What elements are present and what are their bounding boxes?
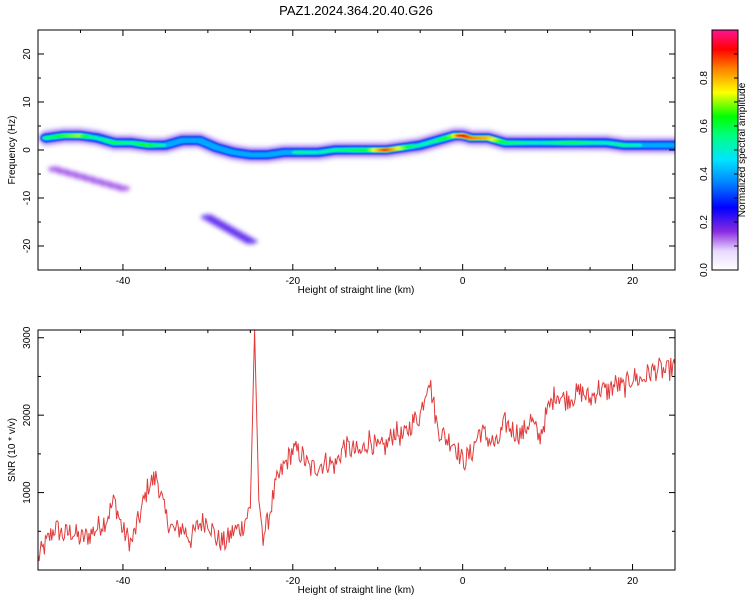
secondary-patch-0	[115, 185, 130, 192]
y-tick-label: 0	[22, 147, 33, 153]
colorbar-label: Normalized spectral amplitude	[737, 82, 748, 217]
colorbar-tick-label: 0.4	[699, 167, 710, 181]
x-tick-label: -20	[286, 276, 301, 287]
x-tick-label: -40	[116, 276, 131, 287]
y-tick-label: 10	[22, 96, 33, 108]
ridge-band	[670, 142, 675, 148]
figure-title: PAZ1.2024.364.20.40.G26	[279, 3, 433, 18]
y-tick-label: -20	[22, 238, 33, 253]
colorbar-gradient	[711, 29, 739, 271]
ridge-core	[40, 131, 675, 159]
snr-background	[38, 330, 675, 570]
colorbar-tick-label: 0.8	[699, 71, 710, 85]
x-tick-label: 0	[460, 576, 466, 587]
snr-panel: -40 -20 0 20 1000 2000 3000 Height of straigh…	[7, 326, 676, 596]
spectrogram-heatmap	[38, 126, 675, 245]
snr-x-label: Height of straight line (km)	[298, 585, 415, 596]
x-tick-label: -20	[286, 576, 301, 587]
y-tick-label: 20	[22, 48, 33, 60]
snr-y-ticks: 1000 2000 3000	[22, 326, 675, 532]
colorbar-tick-label: 0.6	[699, 119, 710, 133]
snr-series-line	[38, 330, 675, 562]
colorbar-ticks: 0.0 0.2 0.4 0.6 0.8	[699, 29, 738, 277]
y-tick-label: -10	[22, 190, 33, 205]
spectrogram-x-label: Height of straight line (km)	[298, 285, 415, 296]
ridge-peak	[634, 143, 643, 147]
colorbar: 0.0 0.2 0.4 0.6 0.8 Normalized spectral ampl…	[699, 29, 748, 277]
colorbar-tick-label: 0.2	[699, 215, 710, 229]
x-tick-label: 20	[627, 276, 639, 287]
x-tick-label: -40	[116, 576, 131, 587]
spectrogram-y-ticks: 20 10 0 -10 -20	[22, 29, 675, 271]
spectrogram-panel: -40 -20 0 20 20 10 0 -10 -20 Height of straight…	[7, 29, 676, 296]
spectrogram-x-ticks: -40 -20 0 20	[37, 30, 676, 287]
secondary-patch-1	[243, 238, 258, 245]
spectrogram-y-label: Frequency (Hz)	[7, 116, 18, 185]
snr-frame	[37, 329, 676, 571]
y-tick-label: 2000	[22, 404, 33, 427]
y-tick-label: 3000	[22, 326, 33, 349]
snr-x-ticks: -40 -20 0 20	[37, 330, 676, 587]
colorbar-tick-label: 0.0	[699, 263, 710, 277]
x-tick-label: 20	[627, 576, 639, 587]
ridge-peak	[158, 143, 167, 147]
snr-y-label: SNR (10 * v/v)	[7, 418, 18, 482]
ridge-peak	[532, 141, 541, 145]
x-tick-label: 0	[460, 276, 466, 287]
y-tick-label: 1000	[22, 481, 33, 504]
